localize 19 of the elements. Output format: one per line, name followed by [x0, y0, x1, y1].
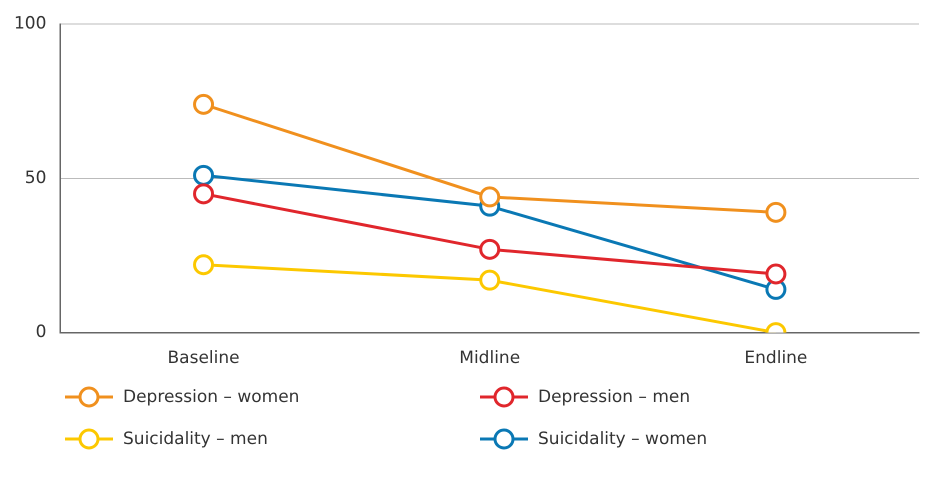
legend-label: Depression – men: [538, 387, 690, 407]
point: [479, 186, 500, 208]
x-tick-label: Baseline: [168, 348, 240, 368]
point: [479, 238, 500, 260]
point: [479, 270, 500, 291]
x-tick-label: Midline: [459, 348, 520, 368]
y-tick-label: 0: [36, 322, 46, 342]
point: [193, 254, 214, 276]
point: [193, 94, 214, 115]
y-tick-label: 100: [14, 14, 46, 34]
legend-label: Suicidality – women: [538, 429, 708, 449]
point: [765, 202, 786, 223]
y-tick-label: 50: [24, 168, 46, 188]
point: [193, 183, 214, 204]
point: [765, 264, 786, 285]
legend-label: Suicidality – men: [123, 429, 268, 449]
x-tick-label: Endline: [744, 348, 808, 368]
point: [193, 164, 214, 186]
legend-label: Depression – women: [123, 387, 300, 407]
